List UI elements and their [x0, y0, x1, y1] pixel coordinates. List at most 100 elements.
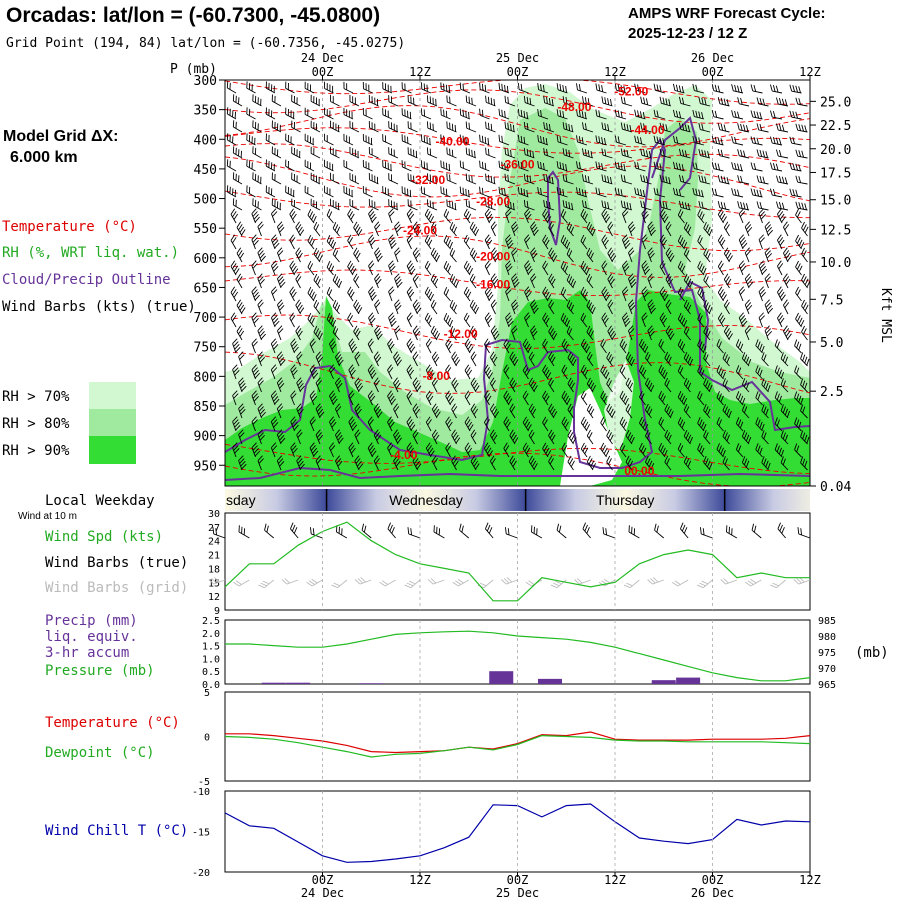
wind-barb — [761, 352, 769, 367]
wind-barb — [582, 148, 594, 159]
wind-barb — [665, 325, 675, 341]
wind-barb — [738, 286, 746, 302]
wind-barb — [230, 208, 239, 224]
wind-barb — [530, 299, 539, 315]
wind-barb — [276, 429, 286, 445]
wind-barb — [443, 209, 451, 224]
wind-barb — [290, 364, 298, 380]
wind-barb — [717, 123, 730, 133]
wind-barb — [326, 312, 336, 328]
wind-barb — [285, 133, 295, 146]
wind-barb — [368, 147, 379, 159]
wind-barb — [523, 147, 535, 159]
wind-barb — [353, 247, 361, 263]
wind-barb — [449, 274, 459, 289]
wind-barb — [716, 365, 726, 380]
wind-barb — [548, 273, 556, 289]
wind-axis-label: 24 — [208, 537, 220, 548]
wind-barb — [368, 312, 376, 328]
weekday-label: Local Weekday — [45, 493, 155, 509]
wind-barb — [794, 339, 802, 354]
wind-barb — [614, 109, 627, 120]
wind-barb-true — [484, 522, 494, 539]
pressure-tick-label: 650 — [194, 281, 217, 296]
wind-barb — [251, 364, 261, 380]
wind-barb — [722, 378, 730, 393]
wind-barb — [251, 442, 261, 458]
weekday-name: Wednesday — [389, 492, 463, 508]
wind-barb-grid — [770, 579, 786, 589]
wind-barb — [580, 234, 588, 250]
wind-barb — [673, 187, 685, 198]
wind-barb — [795, 201, 808, 211]
height-tick-label: 22.5 — [820, 119, 851, 134]
wind-barb — [703, 456, 713, 471]
wind-barb — [548, 221, 555, 237]
wind-barb — [498, 82, 510, 94]
wind-barb — [741, 456, 750, 471]
wind-barb — [653, 187, 666, 198]
wind-barb-true — [531, 525, 543, 539]
wind-barb — [388, 312, 397, 328]
wind-barb — [576, 109, 588, 120]
wind-barb — [556, 135, 568, 146]
pressure-tick-label: 950 — [194, 459, 217, 474]
wind-barb — [330, 198, 340, 211]
wind-barb — [349, 94, 360, 107]
wind-axis-label: 30 — [208, 509, 220, 520]
wind-barb — [291, 120, 301, 133]
wind-barb-true — [238, 525, 250, 539]
wind-barb — [295, 273, 302, 289]
wind-barb — [741, 352, 752, 367]
wind-barb — [774, 417, 783, 432]
wind-barb — [703, 299, 713, 315]
wind-barb — [382, 108, 393, 120]
temperature-panel: Temperature (°C) Dewpoint (°C) 5 0 -5 — [45, 688, 811, 788]
wind-barb — [530, 325, 538, 341]
wind-barb — [276, 403, 284, 419]
pressure-tick-label: 300 — [194, 74, 217, 89]
wind-barb — [645, 403, 653, 419]
wind-barb — [373, 429, 382, 445]
wind-barb — [683, 221, 692, 237]
wind-barb — [290, 442, 298, 458]
wind-barb — [769, 110, 783, 120]
wind-barb — [542, 208, 552, 224]
wind-barb — [673, 161, 685, 172]
pressure-axis-label: 980 — [818, 632, 836, 643]
wind-barb — [665, 273, 674, 289]
wind-barb — [698, 148, 711, 159]
wind-barb — [246, 185, 256, 198]
wind-barb — [347, 234, 354, 250]
wind-barb — [683, 377, 692, 393]
wind-barb — [619, 364, 627, 380]
time-tick-label: 12Z — [799, 873, 821, 887]
wind-barb — [504, 173, 516, 185]
wind-barb — [580, 260, 590, 276]
wind-barb — [307, 208, 317, 224]
wind-barb-true — [556, 523, 567, 539]
wind-barb — [641, 234, 648, 250]
wind-barb-true — [628, 525, 640, 539]
wind-barb — [717, 260, 724, 276]
wind-barb — [580, 312, 588, 328]
wind-barb — [586, 351, 594, 367]
wind-barb — [406, 286, 415, 302]
wind-barb — [373, 403, 383, 419]
wind-barb — [449, 222, 458, 237]
wind-barb — [548, 429, 556, 445]
wind-barb — [464, 416, 474, 432]
precip-axis-label: 0.5 — [202, 667, 220, 678]
wind-barb — [343, 159, 354, 172]
wind-barb-grid — [404, 579, 421, 589]
wind-barb — [744, 325, 752, 341]
wind-barb — [542, 442, 552, 458]
wind-barb — [697, 443, 705, 458]
wind-barb — [522, 338, 532, 354]
wind-barb — [401, 160, 412, 172]
wind-barb — [326, 286, 334, 302]
wind-barb — [744, 221, 753, 237]
wind-barb — [600, 364, 610, 380]
wind-barb — [560, 286, 568, 302]
wind-barb — [343, 133, 354, 146]
